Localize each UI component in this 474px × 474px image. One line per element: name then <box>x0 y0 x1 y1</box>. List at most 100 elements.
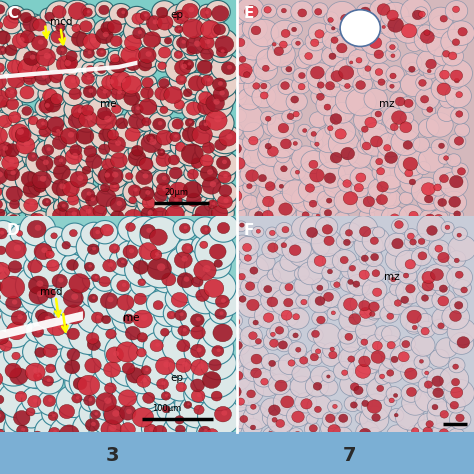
Circle shape <box>217 167 236 184</box>
Circle shape <box>431 139 448 155</box>
Circle shape <box>324 178 345 197</box>
Circle shape <box>132 13 145 24</box>
Circle shape <box>30 15 54 37</box>
Circle shape <box>33 399 37 403</box>
Circle shape <box>82 166 91 174</box>
Circle shape <box>125 326 140 340</box>
Circle shape <box>366 42 390 64</box>
Circle shape <box>205 110 227 130</box>
Circle shape <box>361 27 368 33</box>
Circle shape <box>139 187 154 201</box>
Circle shape <box>95 276 98 279</box>
Circle shape <box>254 368 274 387</box>
Circle shape <box>32 44 60 69</box>
Circle shape <box>125 128 140 141</box>
Circle shape <box>9 124 29 142</box>
Circle shape <box>453 6 459 12</box>
Circle shape <box>4 167 19 181</box>
Circle shape <box>182 207 208 230</box>
Circle shape <box>405 63 420 76</box>
Circle shape <box>373 341 383 350</box>
Circle shape <box>355 396 373 412</box>
Circle shape <box>238 273 246 280</box>
Circle shape <box>407 387 417 397</box>
Circle shape <box>162 273 176 286</box>
Circle shape <box>191 344 205 358</box>
Circle shape <box>103 123 126 144</box>
Circle shape <box>180 124 203 146</box>
Circle shape <box>70 145 82 155</box>
Circle shape <box>439 366 469 392</box>
Circle shape <box>377 182 388 192</box>
Circle shape <box>315 30 324 38</box>
Circle shape <box>89 264 92 268</box>
Circle shape <box>449 209 464 222</box>
Circle shape <box>137 333 147 342</box>
Circle shape <box>23 338 54 366</box>
Circle shape <box>182 362 188 367</box>
Circle shape <box>35 225 41 231</box>
Circle shape <box>137 132 167 158</box>
Circle shape <box>353 281 360 287</box>
Circle shape <box>152 266 181 293</box>
Circle shape <box>347 358 376 385</box>
Circle shape <box>196 347 201 352</box>
Circle shape <box>107 130 118 140</box>
Circle shape <box>105 167 123 184</box>
Circle shape <box>226 149 251 172</box>
Circle shape <box>346 229 353 236</box>
Circle shape <box>263 117 284 137</box>
Circle shape <box>99 276 110 287</box>
Circle shape <box>328 269 332 274</box>
Circle shape <box>89 25 116 50</box>
Circle shape <box>289 109 302 121</box>
Circle shape <box>80 46 98 62</box>
Circle shape <box>0 232 36 269</box>
Circle shape <box>195 137 222 162</box>
Circle shape <box>450 297 468 313</box>
Circle shape <box>216 156 230 169</box>
Circle shape <box>242 134 261 151</box>
Circle shape <box>138 47 156 63</box>
Circle shape <box>2 182 27 204</box>
Circle shape <box>48 412 58 420</box>
Circle shape <box>0 97 12 112</box>
Circle shape <box>107 412 148 450</box>
Circle shape <box>419 209 439 228</box>
Circle shape <box>281 243 287 248</box>
Circle shape <box>41 247 47 253</box>
Circle shape <box>409 179 416 185</box>
Circle shape <box>197 393 201 397</box>
Circle shape <box>328 126 333 131</box>
Circle shape <box>166 265 207 302</box>
Circle shape <box>250 267 258 274</box>
Circle shape <box>211 54 241 81</box>
Circle shape <box>269 193 297 219</box>
Circle shape <box>105 383 116 393</box>
Circle shape <box>82 269 105 290</box>
Circle shape <box>0 246 6 255</box>
Circle shape <box>18 9 35 25</box>
Circle shape <box>50 71 63 83</box>
Circle shape <box>422 104 436 117</box>
Circle shape <box>46 260 59 271</box>
Circle shape <box>158 62 166 70</box>
Circle shape <box>58 122 86 147</box>
Circle shape <box>0 155 1 162</box>
Circle shape <box>0 31 10 44</box>
Circle shape <box>322 30 343 49</box>
Circle shape <box>340 223 361 242</box>
Circle shape <box>414 355 430 369</box>
Circle shape <box>453 280 471 296</box>
Circle shape <box>396 279 423 304</box>
Circle shape <box>37 66 46 75</box>
Circle shape <box>48 428 60 438</box>
Circle shape <box>174 198 179 202</box>
Circle shape <box>390 283 404 296</box>
Circle shape <box>154 319 177 341</box>
Circle shape <box>449 332 474 355</box>
Circle shape <box>197 332 234 365</box>
Circle shape <box>273 36 292 55</box>
Circle shape <box>0 22 3 29</box>
Circle shape <box>386 66 404 82</box>
